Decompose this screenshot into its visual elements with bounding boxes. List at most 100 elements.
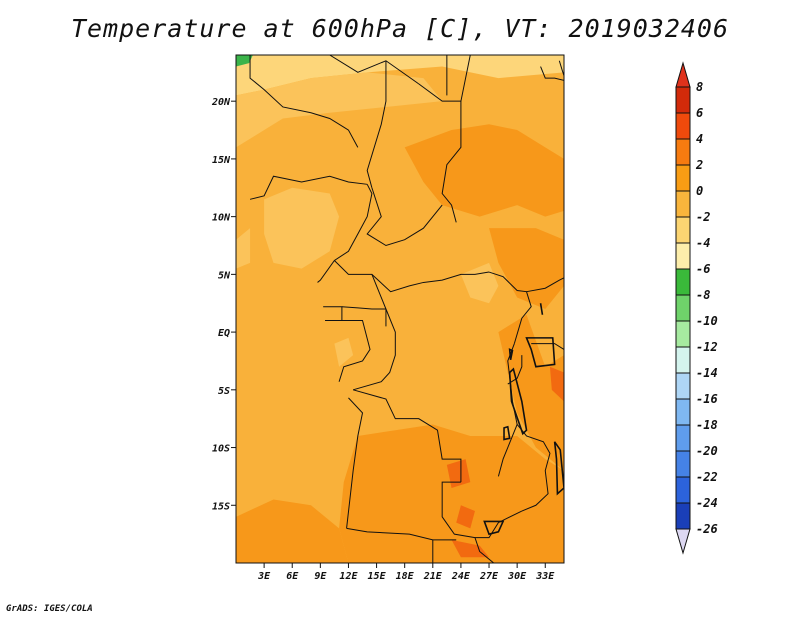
colorbar-swatch xyxy=(675,242,691,270)
field-region-7 xyxy=(489,228,564,309)
lake-outline-3 xyxy=(503,425,511,441)
field-region-10 xyxy=(236,499,349,563)
border-line-10 xyxy=(323,306,343,322)
colorbar-level-label: -10 xyxy=(696,314,718,328)
colorbar-level-label: 8 xyxy=(696,80,703,94)
lon-tick-label: 18E xyxy=(396,571,415,582)
border-line-15 xyxy=(346,397,364,529)
lat-tick-label: EQ xyxy=(218,328,230,339)
colorbar-level-label: -22 xyxy=(696,470,718,484)
border-line-20 xyxy=(474,510,523,539)
colorbar-swatch xyxy=(675,190,691,218)
colorbar-swatch xyxy=(675,164,691,192)
colorbar-swatch xyxy=(675,320,691,348)
colorbar-swatch xyxy=(675,112,691,140)
field-region-0 xyxy=(236,55,564,96)
colorbar-level-label: -20 xyxy=(696,444,718,458)
colorbar-level-label: -12 xyxy=(696,340,718,354)
border-line-9 xyxy=(371,271,490,293)
lon-tick-label: 6E xyxy=(286,571,299,582)
colorbar-level-label: 4 xyxy=(696,132,703,146)
field-region-4 xyxy=(460,262,499,304)
colorbar-swatch xyxy=(675,372,691,400)
border-line-6 xyxy=(441,101,462,223)
colorbar-top-arrow xyxy=(675,61,691,88)
border-line-3 xyxy=(329,55,420,85)
field-region-14 xyxy=(549,366,564,402)
border-line-14 xyxy=(353,389,462,483)
lat-tick-label: 15S xyxy=(212,501,230,512)
lat-tick-label: 5N xyxy=(218,270,231,281)
border-line-24 xyxy=(474,537,495,563)
border-line-7 xyxy=(366,187,443,247)
colorbar-level-label: -6 xyxy=(696,262,710,276)
lat-tick-label: 10N xyxy=(212,213,231,224)
colorbar-level-label: -4 xyxy=(696,236,710,250)
border-line-1 xyxy=(317,184,373,283)
lon-tick-label: 24E xyxy=(451,571,471,582)
field-region-6 xyxy=(404,124,564,217)
field-region-1 xyxy=(236,72,443,148)
border-line-11 xyxy=(341,306,386,310)
colorbar-swatch xyxy=(675,86,691,114)
field-region-13 xyxy=(451,539,490,558)
colorbar-swatch xyxy=(675,502,691,530)
border-line-22 xyxy=(346,527,457,541)
colorbar-level-label: -24 xyxy=(696,496,718,510)
border-line-25 xyxy=(526,277,564,293)
colorbar-level-label: -26 xyxy=(696,522,718,536)
field-region-11 xyxy=(446,459,471,488)
colorbar-level-label: 0 xyxy=(696,184,703,198)
colorbar-level-label: 2 xyxy=(695,158,703,172)
lat-tick-label: 15N xyxy=(212,155,231,166)
colorbar-swatch xyxy=(675,346,691,374)
field-region-5 xyxy=(334,337,354,367)
lat-tick-label: 5S xyxy=(218,386,230,397)
map-frame xyxy=(235,54,565,564)
lon-tick-label: 27E xyxy=(479,571,499,582)
border-line-28 xyxy=(558,60,564,76)
border-line-13 xyxy=(353,308,396,391)
colorbar-level-label: -2 xyxy=(696,210,710,224)
country-borders xyxy=(249,55,564,563)
lake-outline-2 xyxy=(553,441,564,496)
longitude-axis: 3E 6E 9E 12E 15E 18E 21E 24E 27E 30E 33E xyxy=(257,563,555,582)
border-line-0 xyxy=(249,175,368,200)
lon-tick-label: 9E xyxy=(314,571,327,582)
colorbar-swatch xyxy=(675,294,691,322)
border-line-4 xyxy=(366,60,387,188)
lat-tick-label: 10S xyxy=(212,444,230,455)
colorbar-bottom-arrow xyxy=(675,528,691,555)
border-line-29 xyxy=(540,66,564,81)
colorbar-legend: 8 6 4 2 0 -2 -4 -6 -8 -10 -12 -14 -16 -18 -20 -22 -24 -26 xyxy=(675,61,718,555)
map-title: Temperature at 600hPa [C], VT: 201903240… xyxy=(70,14,730,43)
border-line-16 xyxy=(441,481,476,539)
colorbar-swatch xyxy=(675,450,691,478)
lake-outline-6 xyxy=(483,520,505,536)
border-line-19 xyxy=(516,424,551,512)
colorbar-level-label: -16 xyxy=(696,392,718,406)
lon-tick-label: 33E xyxy=(535,571,555,582)
field-region-15 xyxy=(236,55,253,67)
lake-outline-1 xyxy=(508,367,528,436)
field-region-8 xyxy=(498,314,564,471)
colorbar-swatch xyxy=(675,476,691,504)
field-region-3 xyxy=(236,228,251,269)
colorbar-level-label: 6 xyxy=(696,106,703,120)
lon-tick-label: 12E xyxy=(339,571,358,582)
border-line-26 xyxy=(531,343,564,350)
colorbar-swatch xyxy=(675,216,691,244)
border-line-12 xyxy=(338,320,371,382)
colorbar-swatch xyxy=(675,424,691,452)
border-line-27 xyxy=(507,355,523,385)
field-region-2 xyxy=(264,187,340,269)
lon-tick-label: 3E xyxy=(257,571,271,582)
field-region-9 xyxy=(339,424,564,563)
colorbar-level-label: -8 xyxy=(696,288,710,302)
border-line-21 xyxy=(497,424,518,477)
lon-tick-label: 21E xyxy=(423,571,443,582)
lat-tick-label: 20N xyxy=(211,97,231,108)
colorbar-level-label: -14 xyxy=(696,366,718,380)
lake-outline-4 xyxy=(508,348,514,360)
